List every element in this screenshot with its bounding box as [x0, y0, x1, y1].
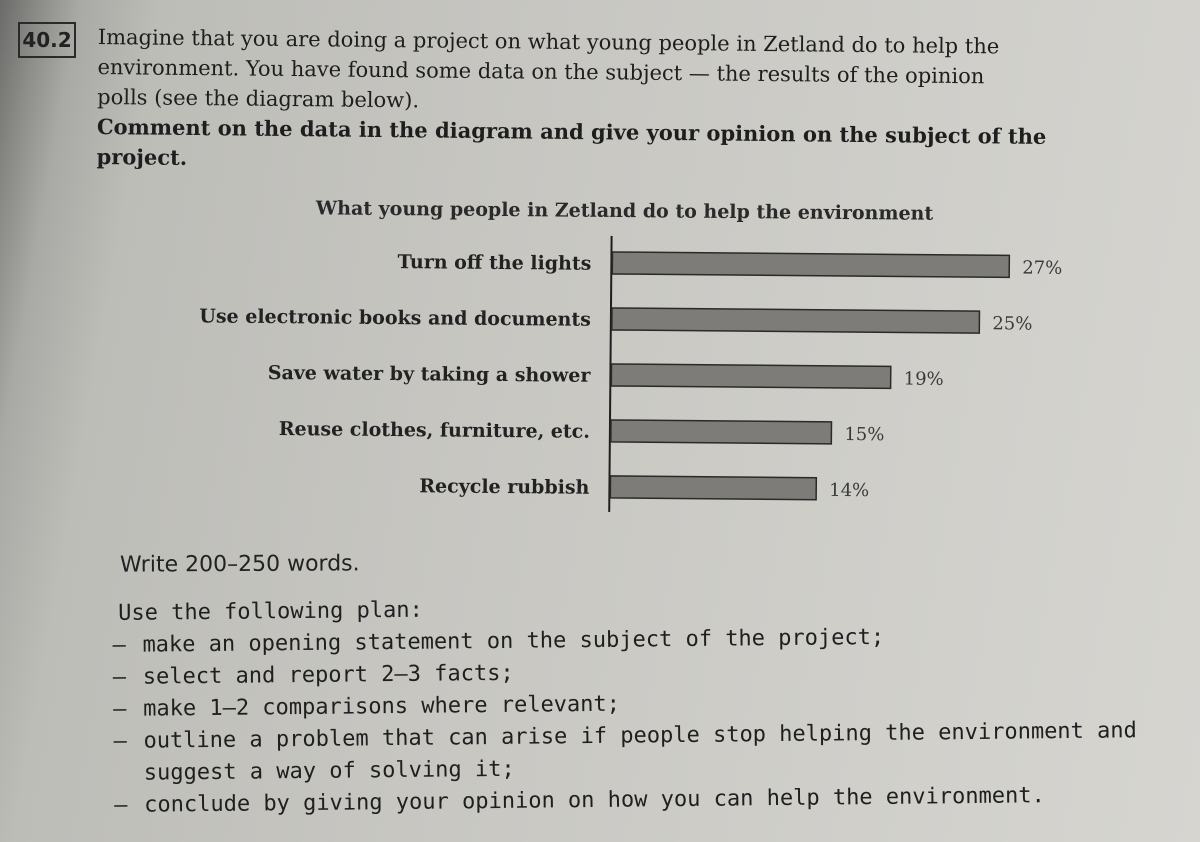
plan-item: outline a problem that can arise if peop… [113, 715, 1194, 790]
category-label: Save water by taking a shower [268, 362, 592, 387]
value-label: 19% [904, 368, 944, 389]
value-label: 27% [1022, 258, 1062, 279]
plan-list: make an opening statement on the subject… [112, 619, 1194, 822]
bar [609, 475, 818, 501]
chart-plot: Turn off the lights 27% Use electronic boo… [199, 235, 1062, 512]
chart-title: What young people in Zetland do to help … [315, 197, 934, 225]
category-label: Use electronic books and documents [199, 305, 591, 330]
writing-plan: Use the following plan: make an opening … [112, 587, 1194, 822]
bar-chart: What young people in Zetland do to help … [157, 190, 1120, 548]
bar [611, 307, 981, 334]
category-label: Reuse clothes, furniture, etc. [279, 418, 590, 443]
word-count-instruction: Write 200–250 words. [119, 551, 360, 578]
value-label: 25% [992, 313, 1032, 334]
bar [611, 251, 1011, 279]
category-label: Turn off the lights [397, 251, 591, 275]
bar [610, 363, 892, 390]
bar [610, 419, 833, 445]
value-label: 14% [829, 480, 869, 501]
y-axis-line [608, 235, 613, 512]
category-label: Recycle rubbish [419, 475, 589, 498]
task-number: 40.2 [18, 22, 76, 58]
task-description: Imagine that you are doing a project on … [96, 22, 1158, 183]
value-label: 15% [844, 424, 884, 445]
